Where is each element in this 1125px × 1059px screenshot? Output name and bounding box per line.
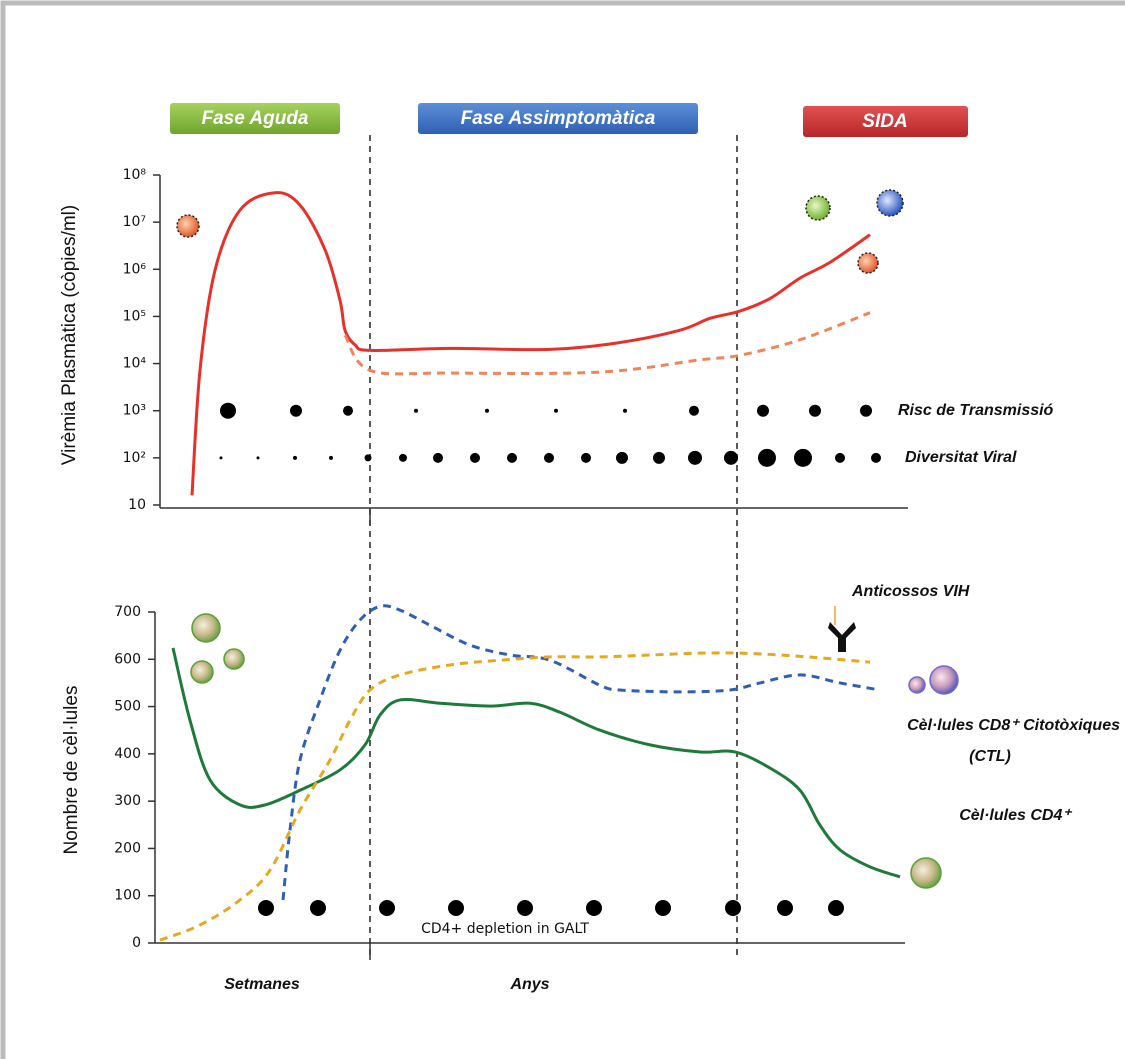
annotation: Cèl·lules CD8⁺ Citotòxiques: [907, 717, 1120, 734]
y-tick-label: 10⁸: [123, 167, 147, 183]
y-tick-label: 600: [114, 651, 141, 667]
series-line: [343, 311, 871, 376]
x-axis-label: Setmanes: [224, 976, 300, 993]
phase-box: [803, 106, 968, 137]
cell-icon: [908, 665, 959, 695]
dot: [219, 456, 223, 460]
y-tick-label: 10: [128, 497, 146, 513]
dot: [220, 402, 236, 419]
x-axis-label: Anys: [509, 976, 549, 993]
dot: [860, 404, 872, 417]
phase-box: [170, 103, 340, 134]
dot: [757, 404, 769, 417]
dot: [554, 408, 558, 413]
phase-label: Fase Assimptomàtica: [461, 108, 656, 129]
marker-dot: [258, 900, 274, 917]
series-line: [159, 651, 871, 942]
dot: [470, 452, 480, 463]
dot: [485, 408, 489, 413]
antibody-icon: [828, 606, 856, 652]
dot: [794, 448, 812, 467]
annotation: (CTL): [969, 748, 1011, 765]
marker-dot: [379, 900, 395, 917]
dot: [399, 453, 407, 462]
dot: [293, 455, 297, 460]
y-tick-label: 500: [114, 699, 141, 715]
annotation: Cèl·lules CD4⁺: [959, 807, 1072, 824]
y-tick-label: 200: [114, 840, 141, 856]
dot: [809, 404, 821, 417]
dot: [724, 450, 738, 465]
phase-box: [418, 103, 698, 134]
marker-dot: [517, 900, 533, 917]
y-tick-label: 400: [114, 746, 141, 762]
virus-icon: [176, 189, 904, 274]
dot: [290, 404, 302, 417]
dot: [544, 452, 554, 463]
dot: [871, 452, 881, 463]
dot: [758, 448, 776, 467]
y-tick-label: 10⁷: [123, 214, 146, 230]
marker-dot: [655, 900, 671, 917]
dot: [616, 451, 628, 464]
dot: [329, 455, 333, 460]
marker-dot: [586, 900, 602, 917]
y-axis-label: Nombre de cèl·lules: [61, 686, 82, 855]
dot: [507, 452, 517, 463]
dot: [256, 456, 260, 460]
cell-icon: [190, 613, 942, 889]
y-tick-label: 300: [114, 793, 141, 809]
y-axis-label: Virèmia Plasmàtica (còpies/ml): [59, 205, 80, 465]
y-tick-label: 10⁵: [123, 308, 146, 324]
dot: [688, 450, 702, 465]
row-label: Diversitat Viral: [905, 449, 1017, 466]
dot: [689, 405, 699, 416]
series-line: [190, 191, 871, 496]
row-label: Risc de Transmissió: [898, 402, 1054, 419]
dot: [581, 452, 591, 463]
y-tick-label: 10²: [123, 450, 146, 466]
y-tick-label: 10⁶: [123, 261, 147, 277]
phase-label: SIDA: [862, 111, 907, 132]
y-tick-label: 0: [132, 935, 141, 951]
marker-dot: [310, 900, 326, 917]
y-tick-label: 10³: [123, 403, 146, 419]
dot: [623, 408, 627, 413]
series-line: [171, 647, 901, 879]
dot: [835, 452, 845, 463]
dot: [343, 405, 353, 416]
phase-label: Fase Aguda: [202, 108, 309, 129]
dot: [433, 452, 443, 463]
y-tick-label: 100: [114, 888, 141, 904]
dot: [414, 408, 418, 413]
annotation: CD4+ depletion in GALT: [421, 921, 589, 937]
y-tick-label: 10⁴: [123, 356, 147, 372]
dot: [364, 454, 372, 462]
dot: [653, 451, 665, 464]
marker-dot: [448, 900, 464, 917]
annotation: Anticossos VIH: [851, 583, 970, 600]
marker-dot: [828, 900, 844, 917]
y-tick-label: 700: [114, 604, 141, 620]
marker-dot: [725, 900, 741, 917]
marker-dot: [777, 900, 793, 917]
